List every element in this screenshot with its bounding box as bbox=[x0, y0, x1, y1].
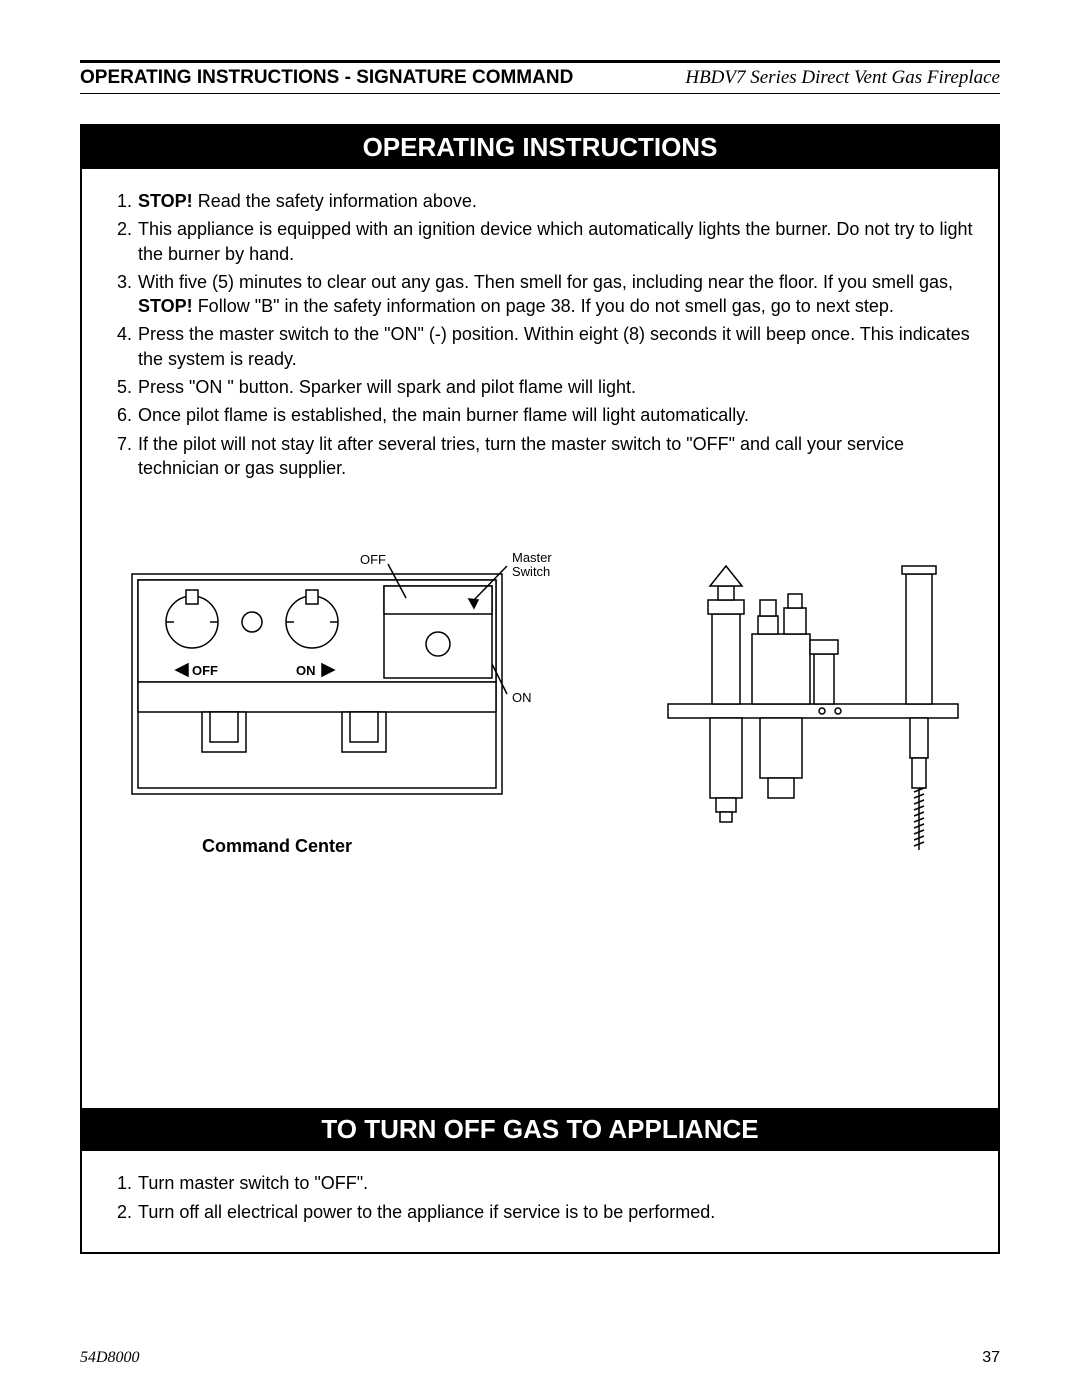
instruction-text: Turn master switch to "OFF". bbox=[138, 1173, 368, 1193]
turnoff-item: Turn off all electrical power to the app… bbox=[106, 1200, 974, 1224]
valve-assembly-diagram-container bbox=[658, 544, 968, 864]
label-off-top: OFF bbox=[360, 552, 386, 567]
instructionegal-text: Turn off all electrical power to the app… bbox=[138, 1202, 715, 1222]
turn-off-section: TO TURN OFF GAS TO APPLIANCE Turn master… bbox=[82, 1108, 998, 1252]
instruction-text: Press the master switch to the "ON" (-) … bbox=[138, 324, 970, 368]
footer-doc-number: 54D8000 bbox=[80, 1349, 140, 1367]
instruction-item: STOP! Read the safety information above. bbox=[106, 189, 974, 213]
stop-bold: STOP! bbox=[138, 296, 193, 316]
label-master: Master bbox=[512, 550, 552, 565]
instruction-item: With five (5) minutes to clear out any g… bbox=[106, 270, 974, 319]
footer-page-number: 37 bbox=[982, 1349, 1000, 1367]
instruction-item: Press the master switch to the "ON" (-) … bbox=[106, 322, 974, 371]
instruction-text: If the pilot will not stay lit after sev… bbox=[138, 434, 904, 478]
page-footer: 54D8000 37 bbox=[80, 1349, 1000, 1367]
label-on-side: ON bbox=[512, 690, 532, 705]
stop-bold: STOP! bbox=[138, 191, 193, 211]
instruction-item: Press "ON " button. Sparker will spark a… bbox=[106, 375, 974, 399]
operating-instructions-list: STOP! Read the safety information above.… bbox=[106, 189, 974, 480]
valve-assembly-diagram bbox=[658, 544, 968, 864]
instructions-list-container: STOP! Read the safety information above.… bbox=[82, 169, 998, 494]
instruction-text: Press "ON " button. Sparker will spark a… bbox=[138, 377, 636, 397]
instruction-text: This appliance is equipped with an ignit… bbox=[138, 219, 972, 263]
label-on-button: ON bbox=[296, 663, 316, 678]
turn-off-banner: TO TURN OFF GAS TO APPLIANCE bbox=[82, 1108, 998, 1151]
instruction-text: With five (5) minutes to clear out any g… bbox=[138, 272, 953, 292]
label-off-button: OFF bbox=[192, 663, 218, 678]
header-right-text: HBDV7 Series Direct Vent Gas Fireplace bbox=[685, 67, 1000, 89]
diagram-row: OFF Master Switch OFF ON ON Command Cent… bbox=[82, 494, 998, 884]
instruction-text: Once pilot flame is established, the mai… bbox=[138, 405, 749, 425]
command-center-diagram-container: OFF Master Switch OFF ON ON Command Cent… bbox=[112, 544, 532, 857]
page-header: OPERATING INSTRUCTIONS - SIGNATURE COMMA… bbox=[80, 60, 1000, 94]
turnoff-item: Turn master switch to "OFF". bbox=[106, 1171, 974, 1195]
header-left-text: OPERATING INSTRUCTIONS - SIGNATURE COMMA… bbox=[80, 67, 573, 89]
instruction-item: This appliance is equipped with an ignit… bbox=[106, 217, 974, 266]
instruction-text: Follow "B" in the safety information on … bbox=[193, 296, 894, 316]
command-center-caption: Command Center bbox=[202, 836, 532, 857]
main-content-box: OPERATING INSTRUCTIONS STOP! Read the sa… bbox=[80, 124, 1000, 1254]
label-switch: Switch bbox=[512, 564, 550, 579]
instruction-text: Read the safety information above. bbox=[193, 191, 477, 211]
instruction-item: Once pilot flame is established, the mai… bbox=[106, 403, 974, 427]
instruction-item: If the pilot will not stay lit after sev… bbox=[106, 432, 974, 481]
turn-off-list-container: Turn master switch to "OFF". Turn off al… bbox=[82, 1151, 998, 1252]
command-center-diagram: OFF Master Switch OFF ON ON bbox=[112, 544, 592, 824]
turn-off-list: Turn master switch to "OFF". Turn off al… bbox=[106, 1171, 974, 1224]
operating-instructions-banner: OPERATING INSTRUCTIONS bbox=[82, 126, 998, 169]
